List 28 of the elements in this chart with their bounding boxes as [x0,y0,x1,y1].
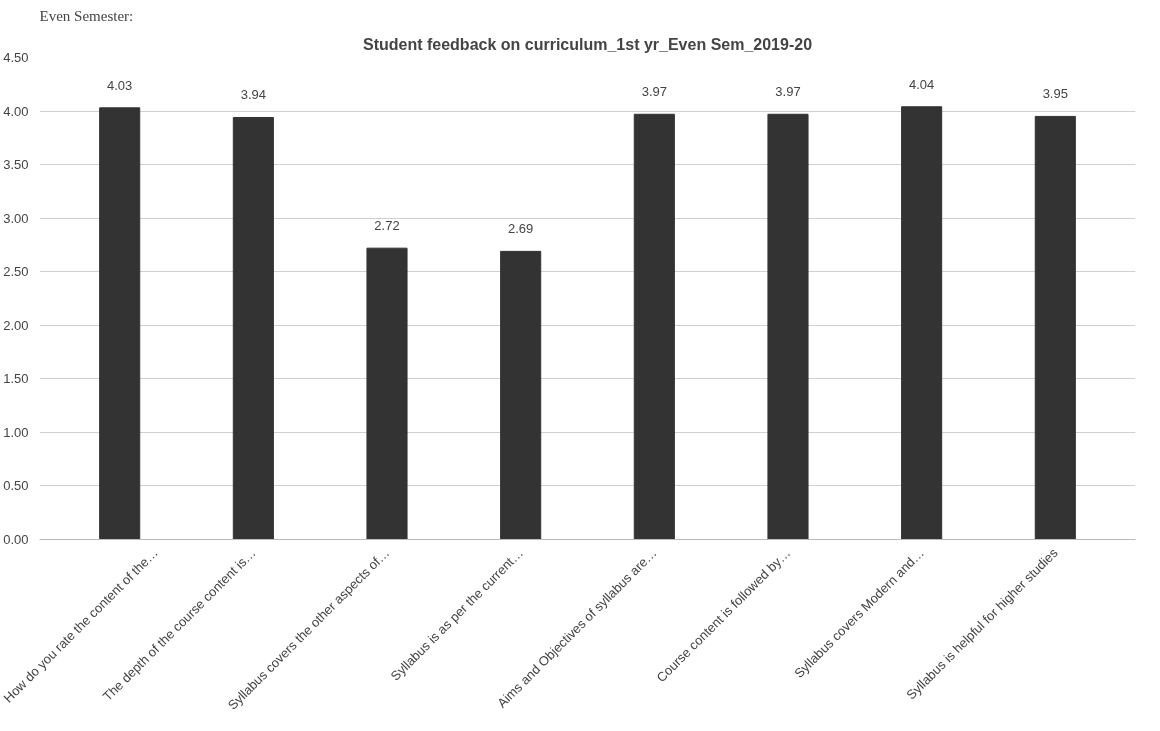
data-label: 3.95 [1042,86,1068,102]
y-tick-label: 1.00 [3,424,29,440]
text: Even Semester: [39,7,134,24]
data-label: 3.97 [775,84,801,100]
data-label: 4.04 [909,76,935,92]
bar [901,106,943,540]
bar [767,113,809,540]
data-label: 3.97 [641,84,667,100]
y-tick-label: 4.50 [3,50,29,65]
bar [500,250,542,540]
bar [1034,115,1076,540]
data-label: 3.94 [240,87,267,103]
data-label: 4.03 [107,77,133,93]
bar [99,107,141,540]
data-label: 2.72 [374,218,400,234]
y-tick-label: 2.00 [3,317,29,333]
y-tick-label: 0.50 [3,478,29,494]
chart-title: Student feedback on curriculum_1st yr_Even Sem_2019-20 [362,35,813,53]
y-tick-label: 2.50 [3,264,29,280]
y-tick-label: 3.50 [3,157,29,173]
bar [232,116,274,540]
bar [633,113,675,540]
y-tick-label: 0.00 [3,532,29,547]
y-tick-label: 4.00 [3,103,29,119]
bar [366,247,408,540]
data-label: 2.69 [508,221,534,237]
y-tick-label: 3.00 [3,210,29,226]
y-tick-label: 1.50 [3,371,29,387]
